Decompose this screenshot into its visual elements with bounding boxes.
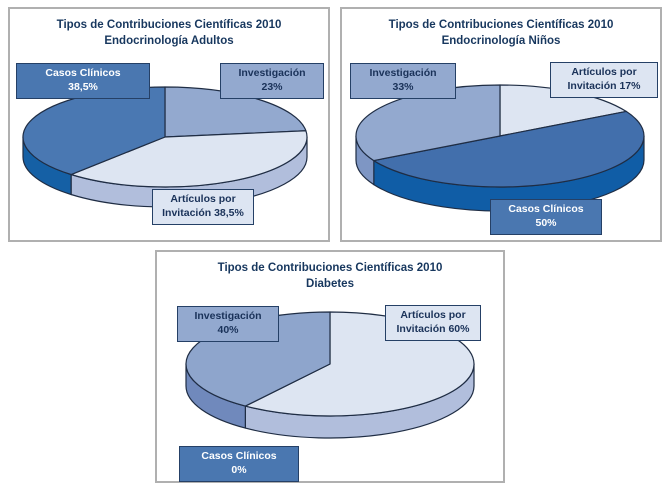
chart-subtitle: Endocrinología Niños <box>441 34 561 47</box>
chart-title: Tipos de Contribuciones Científicas 2010 <box>56 19 282 31</box>
data-label-line: 0% <box>231 463 247 476</box>
data-label-line: Artículos por <box>571 66 637 78</box>
data-label-line: Investigación <box>369 67 437 79</box>
data-label-line: Artículos por <box>170 193 236 205</box>
data-label-line: Invitación 38,5% <box>162 206 244 219</box>
data-label-line: 38,5% <box>68 80 98 93</box>
pie-slice-investigacion <box>355 84 501 162</box>
chart-subtitle: Diabetes <box>306 277 354 290</box>
data-label-line: 40% <box>217 323 239 336</box>
data-label-articulos-por-invitacion: Artículos por Invitación 60% <box>385 305 481 342</box>
data-label-line: Investigación <box>194 310 262 322</box>
data-label-articulos-por-invitacion: Artículos por Invitación 17% <box>550 62 658 99</box>
chart-panel-endocrinologia-adultos: Tipos de Contribuciones Científicas 2010… <box>8 7 330 242</box>
data-label-casos-clinicos: Casos Clínicos 50% <box>490 199 602 236</box>
data-label-line: Invitación 17% <box>567 79 641 92</box>
data-label-casos-clinicos: Casos Clínicos 0% <box>179 446 299 483</box>
chart-title: Tipos de Contribuciones Científicas 2010 <box>217 262 443 274</box>
chart-title-block: Tipos de Contribuciones Científicas 2010… <box>157 252 503 292</box>
pie-slice-investigacion <box>164 86 307 138</box>
chart-title-block: Tipos de Contribuciones Científicas 2010… <box>10 9 328 49</box>
data-label-line: 50% <box>535 216 557 229</box>
chart-title-block: Tipos de Contribuciones Científicas 2010… <box>342 9 660 49</box>
data-label-line: Casos Clínicos <box>45 67 121 79</box>
data-label-investigacion: Investigación 40% <box>177 306 279 343</box>
data-label-casos-clinicos: Casos Clínicos 38,5% <box>16 63 150 100</box>
chart-subtitle: Endocrinología Adultos <box>104 34 234 47</box>
data-label-articulos-por-invitacion: Artículos por Invitación 38,5% <box>152 189 254 226</box>
data-label-investigacion: Investigación 33% <box>350 63 456 100</box>
data-label-line: Invitación 60% <box>396 322 470 335</box>
chart-title: Tipos de Contribuciones Científicas 2010 <box>388 19 614 31</box>
pie-slice-articulos-por-invitacion <box>70 130 308 188</box>
chart-panel-endocrinologia-ninos: Tipos de Contribuciones Científicas 2010… <box>340 7 662 242</box>
data-label-line: Casos Clínicos <box>508 203 584 215</box>
data-label-line: Investigación <box>238 67 306 79</box>
data-label-investigacion: Investigación 23% <box>220 63 324 100</box>
pie-slice-casos-clinicos <box>373 110 645 188</box>
data-label-line: 33% <box>392 80 414 93</box>
chart-panel-diabetes: Tipos de Contribuciones Científicas 2010… <box>155 250 505 483</box>
data-label-line: Casos Clínicos <box>201 450 277 462</box>
data-label-line: Artículos por <box>400 309 466 321</box>
data-label-line: 23% <box>261 80 283 93</box>
